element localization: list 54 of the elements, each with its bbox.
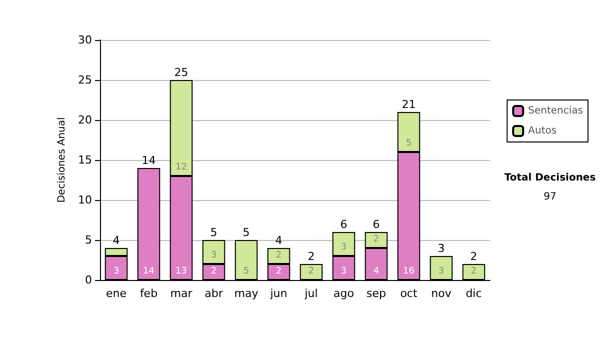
x-tick-label: dic: [466, 287, 482, 300]
total-label: 4: [112, 234, 120, 247]
data-label: 16: [403, 266, 415, 276]
total-label: 6: [340, 218, 348, 231]
total-label: 5: [242, 226, 250, 239]
data-label: 5: [243, 266, 250, 276]
data-label: 3: [438, 266, 444, 276]
y-tick-label: 25: [78, 74, 92, 86]
x-tick-label: may: [234, 287, 259, 300]
total-label: 14: [142, 154, 156, 167]
data-label: 2: [308, 266, 314, 276]
y-tick-label: 15: [78, 154, 92, 166]
y-tick-label: 30: [78, 34, 92, 46]
x-tick-label: jun: [269, 287, 288, 300]
x-tick-label: nov: [431, 287, 452, 300]
data-label: 2: [373, 234, 380, 244]
total-label: 3: [438, 242, 445, 255]
y-tick-label: 10: [78, 194, 92, 206]
total-label: 2: [470, 250, 478, 263]
x-tick-label: abr: [204, 287, 224, 300]
y-axis-title: Decisiones Anual: [56, 117, 68, 203]
text: 97: [544, 192, 556, 202]
legend-label: Autos: [528, 126, 557, 136]
data-label: 3: [340, 242, 347, 252]
y-tick-label: 0: [85, 274, 92, 286]
data-label: 2: [470, 266, 477, 276]
total-label: 2: [308, 250, 315, 263]
total-label: 6: [372, 218, 380, 231]
x-tick-label: ene: [106, 287, 127, 300]
data-label: 2: [210, 266, 217, 276]
x-tick-label: ago: [334, 287, 354, 300]
total-label: 21: [402, 98, 416, 111]
x-tick-label: mar: [170, 287, 193, 300]
legend-label: Sentencias: [528, 106, 584, 116]
text: Total Decisiones: [504, 172, 596, 184]
x-tick-label: feb: [140, 287, 158, 300]
total-label: 25: [174, 66, 188, 79]
data-label: 5: [406, 138, 412, 148]
x-tick-label: sep: [366, 287, 386, 300]
data-label: 13: [176, 266, 187, 276]
data-label: 2: [276, 250, 282, 260]
x-tick-label: jul: [304, 287, 318, 300]
x-tick-label: oct: [400, 287, 418, 300]
data-label: 3: [340, 266, 347, 276]
total-label: 4: [275, 234, 282, 247]
data-label: 4: [373, 266, 380, 276]
data-label: 14: [143, 266, 155, 276]
data-label: 12: [176, 162, 187, 172]
data-label: 2: [276, 266, 282, 276]
y-tick-label: 20: [78, 114, 92, 126]
total-label: 5: [210, 226, 218, 239]
data-label: 3: [113, 266, 120, 276]
data-label: 3: [210, 250, 217, 260]
y-tick-label: 5: [85, 234, 92, 246]
